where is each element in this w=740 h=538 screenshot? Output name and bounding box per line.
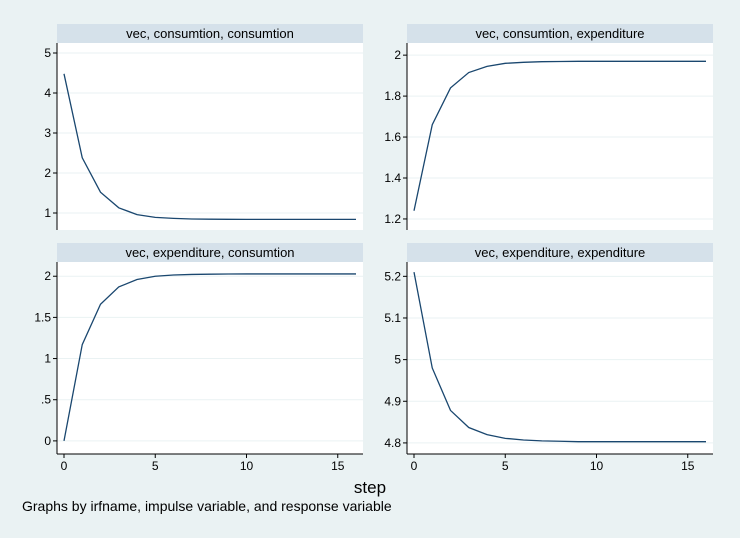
y-tick-label: 1.4 — [384, 171, 401, 185]
panel-title: vec, consumtion, expenditure — [475, 26, 644, 41]
x-tick-label: 15 — [681, 459, 695, 473]
y-tick-label: 3 — [44, 126, 51, 140]
x-tick-label: 0 — [411, 459, 418, 473]
y-tick-label: 1.6 — [384, 130, 401, 144]
x-axis-title: step — [353, 478, 387, 497]
plot-area — [407, 24, 713, 230]
x-tick-label: 5 — [502, 459, 509, 473]
y-tick-label: 5.2 — [384, 269, 401, 283]
panel-header — [407, 24, 713, 43]
panel-title: vec, expenditure, expenditure — [475, 245, 646, 260]
x-tick-label: 5 — [152, 459, 159, 473]
y-tick-label: 1.2 — [384, 212, 401, 226]
x-tick-label: 10 — [240, 459, 254, 473]
y-tick-label: .5 — [41, 393, 51, 407]
figure-note: Graphs by irfname, impulse variable, and… — [22, 498, 392, 514]
panel-4: vec, expenditure, expenditure 4.8 4.9 5 5.1 5… — [384, 243, 713, 473]
y-tick-label: 4 — [44, 86, 51, 100]
panel-3: vec, expenditure, consumtion 0 .5 1 1.5 2 0 5 10… — [34, 243, 363, 473]
x-tick-label: 0 — [61, 459, 68, 473]
panel-title: vec, expenditure, consumtion — [125, 245, 294, 260]
y-tick-label: 1.5 — [34, 310, 51, 324]
irf-line — [413, 60, 706, 211]
plot-area — [57, 24, 363, 230]
y-tick-label: 2 — [44, 166, 51, 180]
y-tick-label: 1 — [44, 352, 51, 366]
y-tick-label: 5 — [394, 353, 401, 367]
y-tick-label: 4.8 — [384, 436, 401, 450]
panel-header — [57, 243, 363, 262]
plot-area — [57, 243, 363, 454]
irf-line — [63, 273, 356, 442]
panel-1: vec, consumtion, consumtion 1 2 3 4 5 — [44, 24, 363, 230]
y-tick-label: 4.9 — [384, 394, 401, 408]
y-tick-label: 5 — [44, 46, 51, 60]
y-tick-label: 0 — [44, 434, 51, 448]
y-tick-label: 5.1 — [384, 311, 401, 325]
x-tick-label: 10 — [590, 459, 604, 473]
plot-area — [407, 243, 713, 454]
panel-header — [407, 243, 713, 262]
irf-line — [413, 272, 706, 443]
panel-title: vec, consumtion, consumtion — [126, 26, 294, 41]
y-tick-label: 2 — [394, 48, 401, 62]
panel-header — [57, 24, 363, 43]
x-tick-label: 15 — [331, 459, 345, 473]
irf-line — [63, 73, 356, 221]
y-tick-label: 1.8 — [384, 89, 401, 103]
y-tick-label: 1 — [44, 206, 51, 220]
y-tick-label: 2 — [44, 269, 51, 283]
panel-2: vec, consumtion, expenditure 1.2 1.4 1.6 1.8… — [384, 24, 713, 230]
